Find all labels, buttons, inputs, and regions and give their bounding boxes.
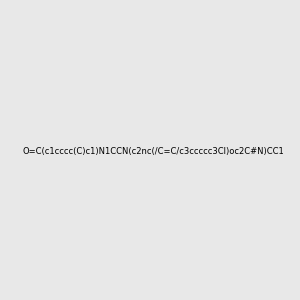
Text: O=C(c1cccc(C)c1)N1CCN(c2nc(/C=C/c3ccccc3Cl)oc2C#N)CC1: O=C(c1cccc(C)c1)N1CCN(c2nc(/C=C/c3ccccc3…	[23, 147, 285, 156]
